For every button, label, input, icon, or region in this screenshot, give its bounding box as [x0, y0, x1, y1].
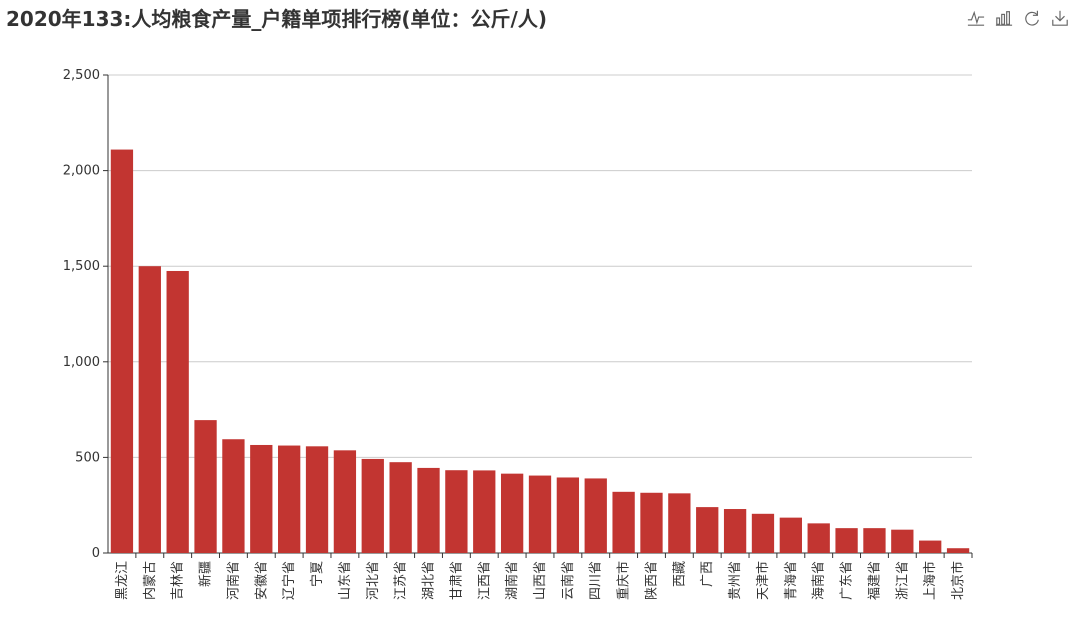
y-tick-label: 1,000	[63, 355, 100, 370]
bar	[194, 420, 217, 553]
x-tick-label: 黑龙江	[115, 561, 130, 600]
x-tick-label: 甘肃省	[449, 561, 464, 600]
x-tick-label: 辽宁省	[281, 561, 297, 600]
bar	[723, 509, 747, 553]
x-tick-label: 陕西省	[644, 561, 659, 600]
chart-title: 2020年133:人均粮食产量_户籍单项排行榜(单位：公斤/人)	[6, 7, 547, 31]
x-tick-label: 福建省	[867, 561, 882, 600]
bar	[528, 475, 552, 553]
x-tick-label: 海南省	[811, 561, 827, 600]
bar	[556, 477, 580, 553]
bar	[584, 478, 607, 553]
download-icon[interactable]	[1050, 8, 1070, 28]
x-tick-label: 山东省	[338, 561, 353, 600]
bar	[612, 491, 635, 553]
restore-icon[interactable]	[1022, 8, 1042, 28]
bar	[779, 517, 802, 553]
x-tick-label: 吉林省	[171, 561, 186, 600]
bar	[500, 473, 524, 553]
bar-chart-icon[interactable]	[994, 8, 1014, 28]
y-tick-label: 2,500	[63, 68, 100, 83]
bar	[361, 458, 384, 553]
x-tick-label: 广西	[700, 561, 715, 587]
x-tick-label: 天津市	[755, 561, 771, 600]
x-tick-label: 江苏省	[393, 561, 409, 600]
bar	[445, 470, 468, 553]
bar	[222, 439, 245, 553]
bar	[751, 513, 775, 553]
x-tick-label: 安徽省	[254, 561, 269, 600]
bar	[807, 523, 830, 553]
bar	[333, 450, 357, 553]
x-tick-label: 云南省	[560, 561, 576, 600]
x-tick-label: 北京市	[950, 561, 966, 600]
x-tick-label: 青海省	[784, 561, 799, 600]
y-tick-label: 2,000	[63, 164, 100, 179]
x-tick-label: 湖北省	[422, 561, 437, 600]
x-tick-label: 河北省	[366, 561, 381, 600]
x-tick-label: 贵州省	[728, 561, 743, 600]
x-tick-label: 新疆	[198, 561, 214, 587]
x-tick-label: 山西省	[533, 561, 548, 600]
bar	[640, 492, 663, 553]
y-tick-label: 1,500	[63, 259, 100, 274]
x-tick-label: 河南省	[225, 561, 241, 600]
bar	[668, 493, 691, 553]
y-tick-label: 500	[75, 450, 100, 465]
line-chart-icon[interactable]	[966, 8, 986, 28]
x-tick-label: 江西省	[477, 561, 492, 600]
bar	[473, 470, 496, 553]
bar	[278, 445, 301, 553]
toolbox	[966, 8, 1070, 28]
bar	[696, 507, 719, 553]
bar	[138, 266, 161, 553]
x-tick-label: 浙江省	[895, 561, 910, 600]
x-tick-label: 宁夏	[309, 561, 325, 587]
x-tick-label: 四川省	[589, 561, 604, 600]
bar	[835, 528, 858, 553]
bar	[919, 540, 942, 553]
y-tick-label: 0	[92, 546, 100, 561]
x-tick-label: 湖南省	[504, 561, 520, 600]
x-tick-label: 西藏	[672, 561, 687, 587]
bar	[250, 444, 273, 553]
x-tick-label: 重庆市	[616, 561, 632, 600]
bar	[305, 446, 329, 553]
x-tick-label: 广东省	[840, 561, 855, 600]
bar	[166, 270, 189, 553]
bar	[110, 149, 134, 553]
bar	[891, 529, 914, 553]
bar	[389, 462, 412, 553]
x-tick-label: 上海市	[922, 561, 938, 600]
bar	[946, 548, 970, 553]
bar	[417, 467, 440, 553]
bar	[863, 528, 886, 553]
x-tick-label: 内蒙古	[142, 561, 158, 600]
